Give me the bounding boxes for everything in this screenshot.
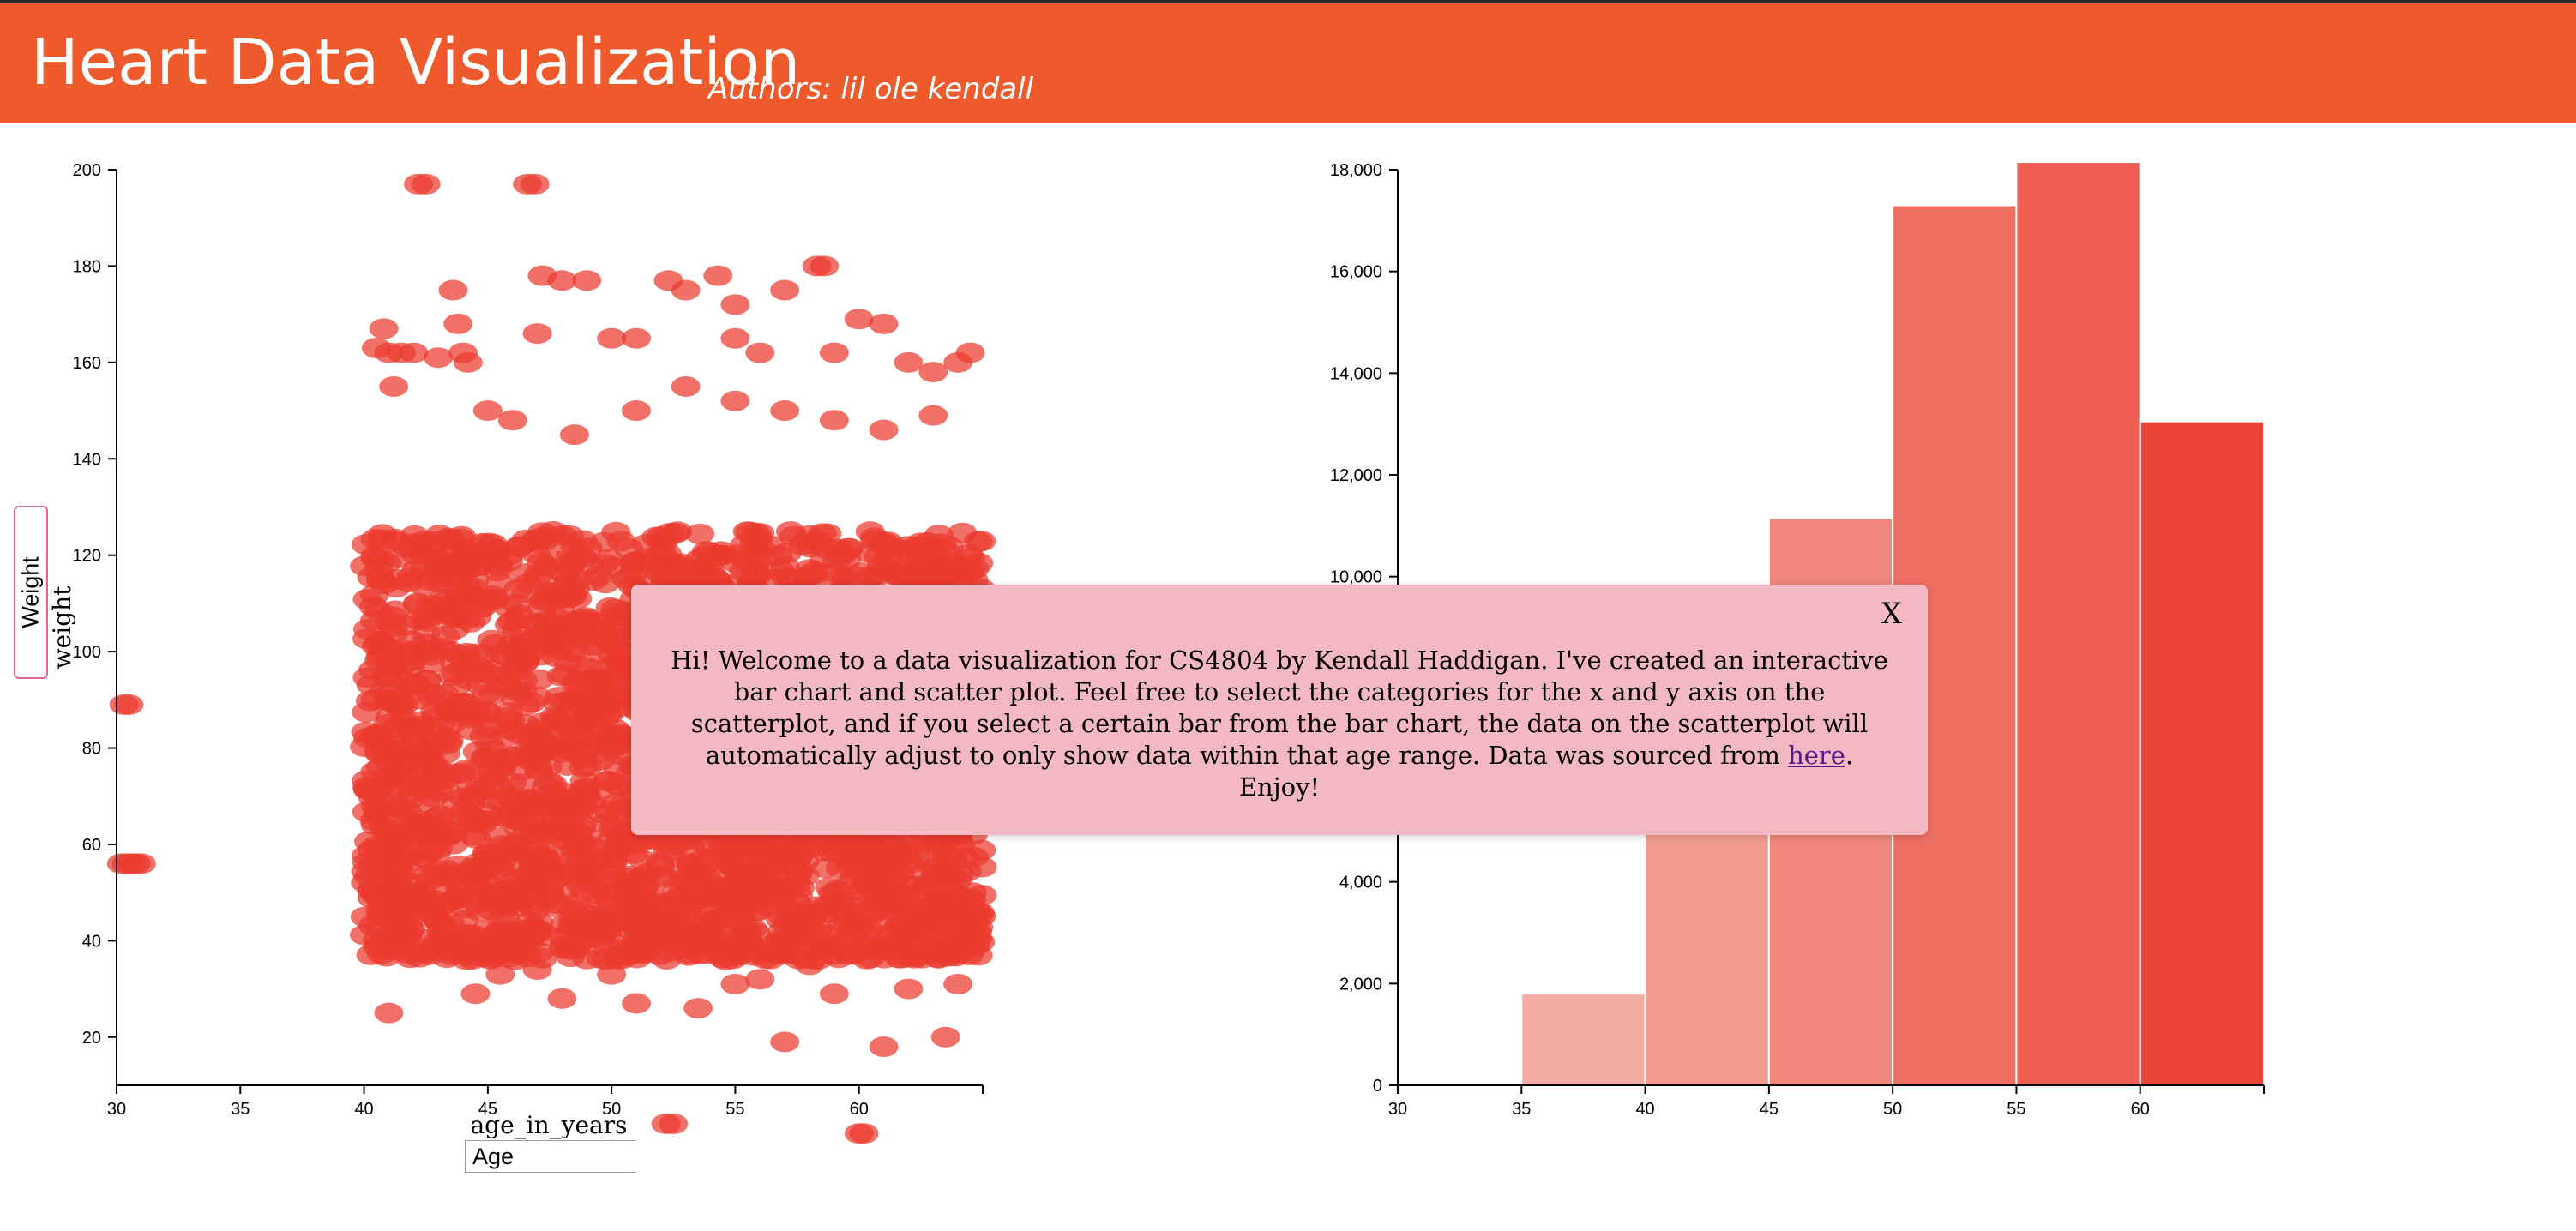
window-top-border — [0, 0, 2576, 3]
bar[interactable] — [2015, 161, 2141, 1087]
bar-x-tick-label: 60 — [2131, 1100, 2150, 1119]
welcome-message: Hi! Welcome to a data visualization for … — [662, 645, 1897, 803]
y-axis-select-value: Weight — [17, 556, 44, 628]
bar-x-tick-label: 55 — [2007, 1100, 2025, 1119]
scatter-point — [451, 642, 481, 664]
scatter-point — [785, 877, 815, 898]
x-axis-select[interactable]: Age — [465, 1140, 636, 1173]
bar-x-tick-label: 30 — [1388, 1100, 1407, 1119]
scatter-point — [787, 535, 817, 556]
bar-x-tick-label: 40 — [1635, 1100, 1654, 1119]
bar-y-tick-label: 12,000 — [1330, 466, 1382, 485]
bar-y-tick-label: 0 — [1373, 1077, 1382, 1096]
bar-x-tick-label: 45 — [1760, 1100, 1779, 1119]
scatter-point — [810, 857, 840, 879]
bar-x-tick-label: 50 — [1883, 1100, 1902, 1119]
modal-close-button[interactable]: X — [1881, 597, 1902, 631]
data-source-link[interactable]: here — [1788, 741, 1845, 770]
scatter-point — [812, 523, 842, 544]
welcome-text: Hi! Welcome to a data visualization for … — [671, 646, 1888, 770]
bar-y-tick-label: 18,000 — [1330, 161, 1382, 180]
authors-credit: Authors: lil ole kendall — [708, 72, 1034, 106]
y-axis-select[interactable]: Weight — [14, 506, 48, 679]
welcome-modal: X Hi! Welcome to a data visualization fo… — [631, 585, 1928, 835]
x-axis-select-value: Age — [472, 1144, 515, 1169]
scatter-point — [544, 686, 574, 707]
bar[interactable] — [1644, 799, 1770, 1086]
scatter-point — [967, 885, 997, 906]
page-title: Heart Data Visualization — [31, 26, 801, 99]
bar-y-tick-label: 14,000 — [1330, 364, 1382, 383]
bar[interactable] — [2139, 420, 2266, 1086]
bar-x-tick-label: 35 — [1512, 1100, 1531, 1119]
page-header: Heart Data Visualization Authors: lil ol… — [0, 3, 2576, 123]
bar[interactable] — [1520, 993, 1646, 1086]
scatter-point — [514, 573, 544, 594]
scatter-point — [685, 523, 715, 544]
bar-y-tick-label: 16,000 — [1330, 263, 1382, 282]
bar-y-tick-label: 4,000 — [1339, 874, 1382, 892]
bar-y-tick-label: 2,000 — [1339, 975, 1382, 994]
